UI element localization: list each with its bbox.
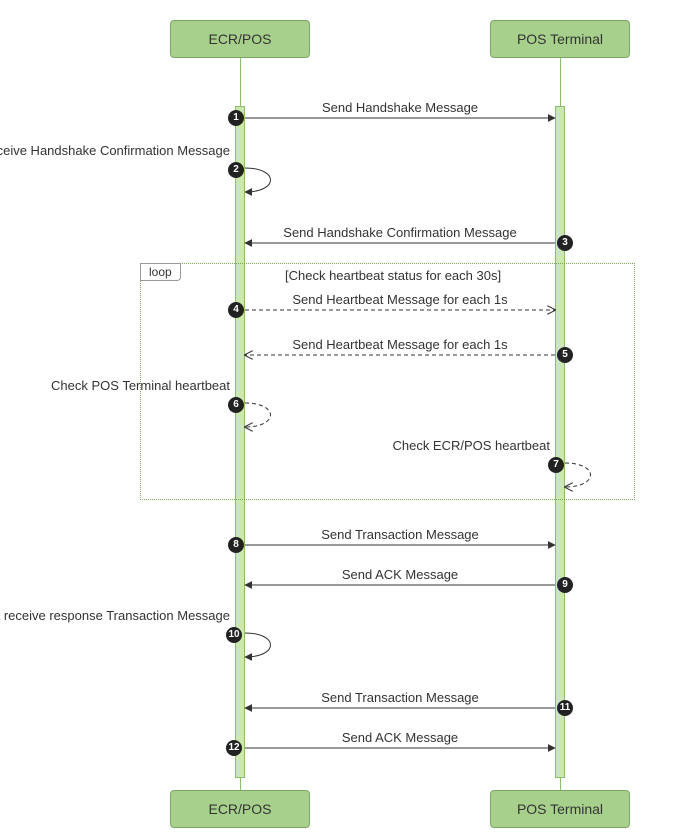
msg-label-8: Send Transaction Message [250, 527, 550, 542]
msg-label-7: Check ECR/POS heartbeat [392, 438, 550, 453]
msg-label-1: Send Handshake Message [250, 100, 550, 115]
seq-num-10: 10 [226, 627, 242, 643]
seq-num-5: 5 [557, 347, 573, 363]
seq-num-7: 7 [548, 457, 564, 473]
msg-label-12: Send ACK Message [250, 730, 550, 745]
msg-label-10: Synchronization wait receive response Tr… [0, 608, 230, 623]
seq-num-12: 12 [226, 740, 242, 756]
sequence-diagram: ECR/POS POS Terminal ECR/POS POS Termina… [0, 0, 691, 840]
arrows-layer [0, 0, 691, 840]
msg-label-6: Check POS Terminal heartbeat [51, 378, 230, 393]
msg-label-4: Send Heartbeat Message for each 1s [250, 292, 550, 307]
msg-label-9: Send ACK Message [250, 567, 550, 582]
seq-num-1: 1 [228, 110, 244, 126]
seq-num-9: 9 [557, 577, 573, 593]
msg-label-5: Send Heartbeat Message for each 1s [250, 337, 550, 352]
seq-num-8: 8 [228, 537, 244, 553]
seq-num-11: 11 [557, 700, 573, 716]
seq-num-2: 2 [228, 162, 244, 178]
seq-num-6: 6 [228, 397, 244, 413]
msg-label-2: Synchronization wait receive Handshake C… [0, 143, 230, 158]
seq-num-4: 4 [228, 302, 244, 318]
msg-label-11: Send Transaction Message [250, 690, 550, 705]
msg-label-3: Send Handshake Confirmation Message [250, 225, 550, 240]
seq-num-3: 3 [557, 235, 573, 251]
